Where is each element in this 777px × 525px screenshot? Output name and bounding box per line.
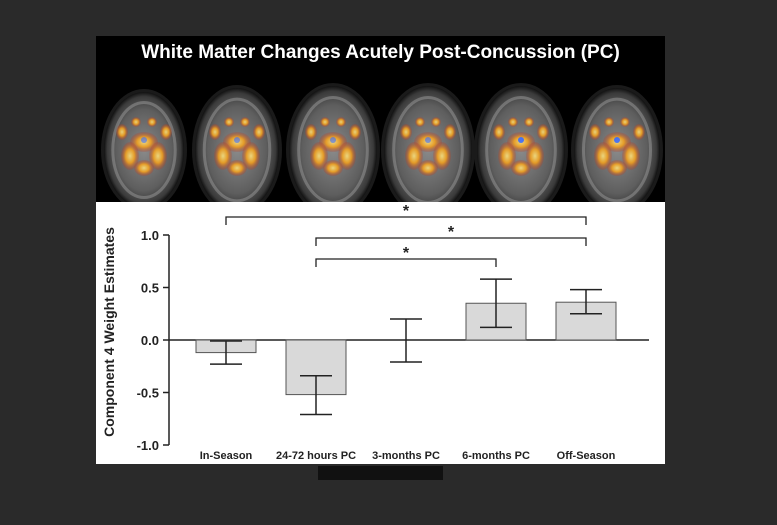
brain-slice-image [286, 83, 380, 217]
brain-slice-image [381, 83, 475, 217]
y-tick-label: 0.5 [141, 281, 159, 296]
brain-slice-image [101, 89, 187, 211]
significance-star: * [403, 245, 410, 262]
brain-slice-image [571, 85, 663, 215]
backdrop-dark-bar [318, 466, 443, 480]
chart-panel: Component 4 Weight Estimates 1.0 0.5 0.0 -0… [96, 202, 665, 464]
x-tick-label: Off-Season [557, 450, 616, 462]
brain-slice-image [192, 85, 282, 215]
significance-star: * [448, 224, 455, 241]
x-tick-label: 3-months PC [372, 450, 440, 462]
y-tick-label: 0.0 [141, 333, 159, 348]
figure-title: White Matter Changes Acutely Post-Concus… [141, 42, 620, 63]
x-tick-label: 24-72 hours PC [276, 450, 356, 462]
significance-star: * [403, 203, 410, 220]
significance-bracket [315, 258, 497, 267]
y-tick-label: -1.0 [137, 438, 159, 453]
significance-bracket [225, 216, 587, 225]
y-tick-label: -0.5 [137, 386, 159, 401]
y-axis-label: Component 4 Weight Estimates [101, 227, 117, 437]
y-tick-label: 1.0 [141, 228, 159, 243]
bar-chart: Component 4 Weight Estimates 1.0 0.5 0.0 -0… [101, 203, 649, 462]
brain-slice-image [474, 83, 568, 217]
x-tick-label: In-Season [200, 450, 253, 462]
x-tick-label: 6-months PC [462, 450, 530, 462]
significance-bracket [315, 237, 587, 246]
figure: White Matter Changes Acutely Post-Concus… [96, 36, 665, 464]
